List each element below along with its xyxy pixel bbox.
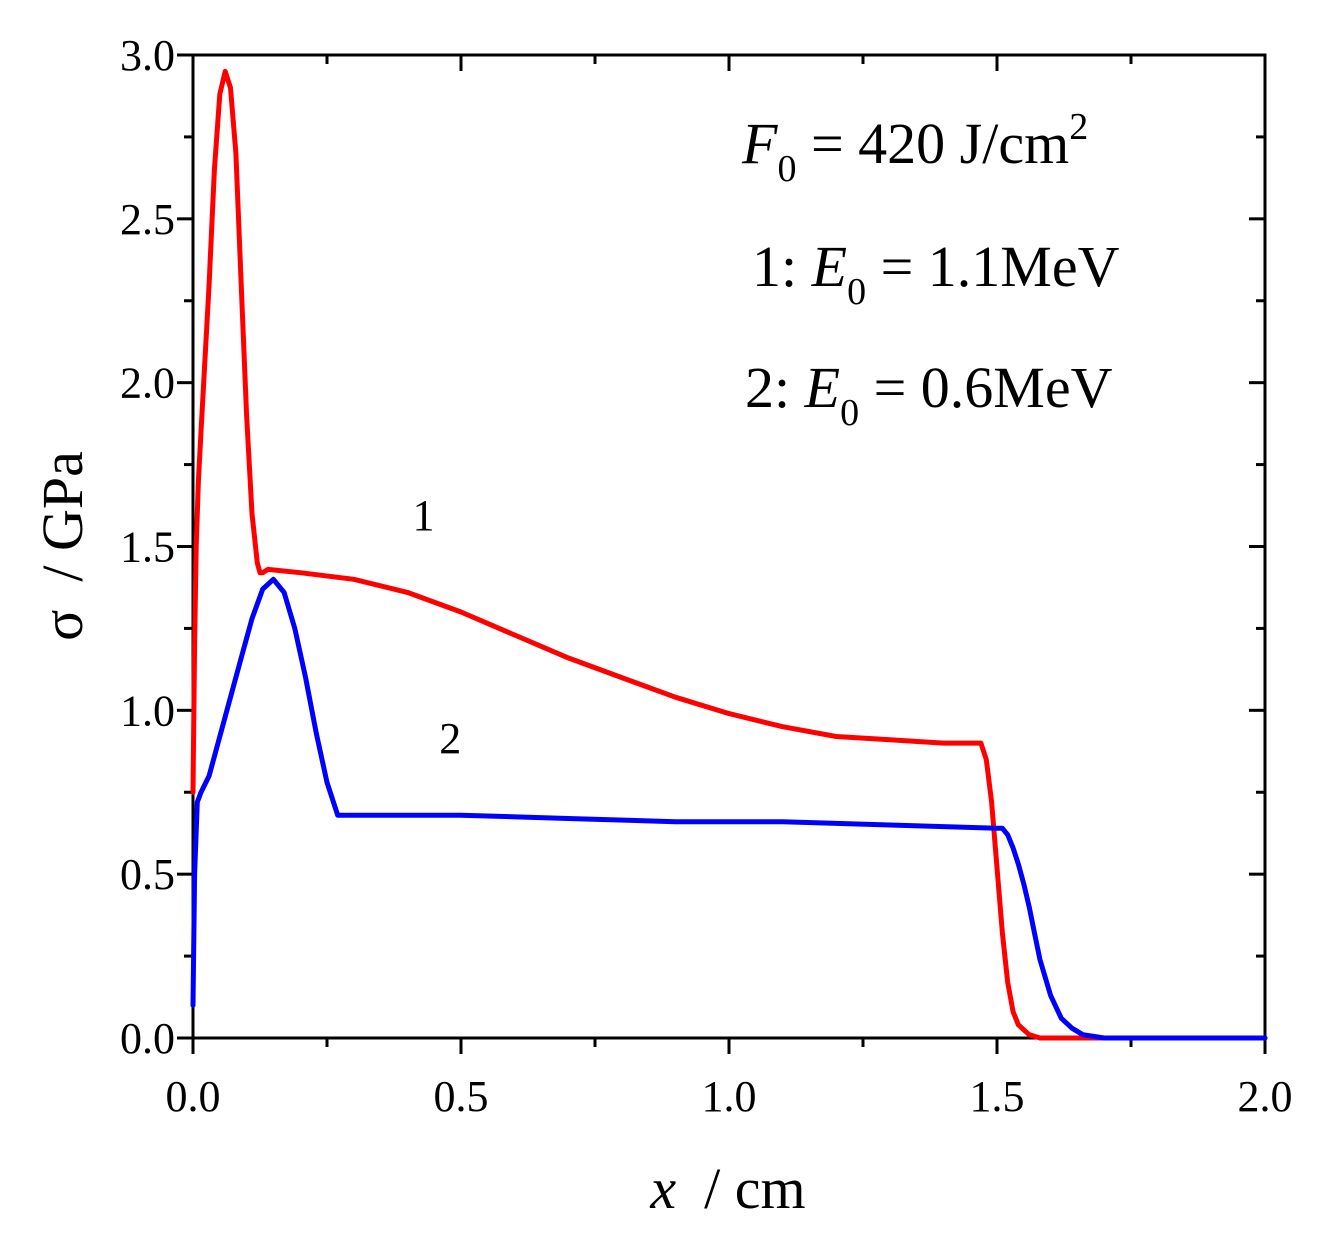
series-lines: [190, 68, 1268, 1041]
fluence-text: = 420 J/cm: [796, 111, 1069, 176]
y-tick-label: 0.0: [120, 1014, 175, 1063]
y-axis-var: σ: [30, 610, 95, 641]
axis-ticks: [177, 53, 1267, 1054]
fluence-sub: 0: [777, 148, 796, 190]
tick-labels: 0.0 0.5 1.0 1.5 2.0 0.0 0.5 1.0 1.5 2.0 2.5 3.0: [120, 31, 1293, 1121]
curve-label-2: 2: [439, 714, 461, 763]
y-tick-label: 1.5: [120, 523, 175, 572]
energy-1-var: E: [811, 234, 847, 299]
energy-annotation-1: 1: E0 = 1.1MeV: [752, 234, 1120, 313]
x-tick-label: 1.0: [702, 1072, 757, 1121]
energy-2-sub: 0: [840, 392, 859, 434]
energy-2-text: = 0.6MeV: [859, 355, 1113, 420]
x-tick-label: 1.5: [970, 1072, 1025, 1121]
y-tick-label: 1.0: [120, 686, 175, 735]
plot-area: [191, 53, 1267, 1040]
y-axis-title: σ / GPa: [30, 451, 95, 641]
y-tick-label: 2.0: [120, 359, 175, 408]
fluence-var: F: [741, 111, 778, 176]
y-tick-label: 2.5: [120, 195, 175, 244]
y-axis-unit: / GPa: [30, 451, 95, 582]
y-tick-label: 0.5: [120, 850, 175, 899]
energy-annotation-2: 2: E0 = 0.6MeV: [745, 355, 1113, 434]
series-line-1: [190, 68, 1268, 1041]
energy-1-text: = 1.1MeV: [866, 234, 1120, 299]
energy-2-var: E: [804, 355, 840, 420]
x-axis-title: x / cm: [649, 1156, 805, 1221]
x-axis-var: x: [649, 1156, 676, 1221]
fluence-annotation: F0 = 420 J/cm2: [741, 106, 1088, 190]
x-tick-label: 2.0: [1238, 1072, 1293, 1121]
x-tick-label: 0.5: [434, 1072, 489, 1121]
curve-labels: 12: [412, 491, 461, 763]
x-tick-label: 0.0: [166, 1072, 221, 1121]
energy-1-sub: 0: [847, 271, 866, 313]
x-axis-unit: / cm: [704, 1156, 805, 1221]
energy-1-prefix: 1:: [752, 234, 812, 299]
series-line-2: [190, 576, 1268, 1041]
fluence-sup: 2: [1069, 106, 1088, 148]
energy-2-prefix: 2:: [745, 355, 805, 420]
y-tick-label: 3.0: [120, 31, 175, 80]
curve-label-1: 1: [412, 491, 434, 540]
